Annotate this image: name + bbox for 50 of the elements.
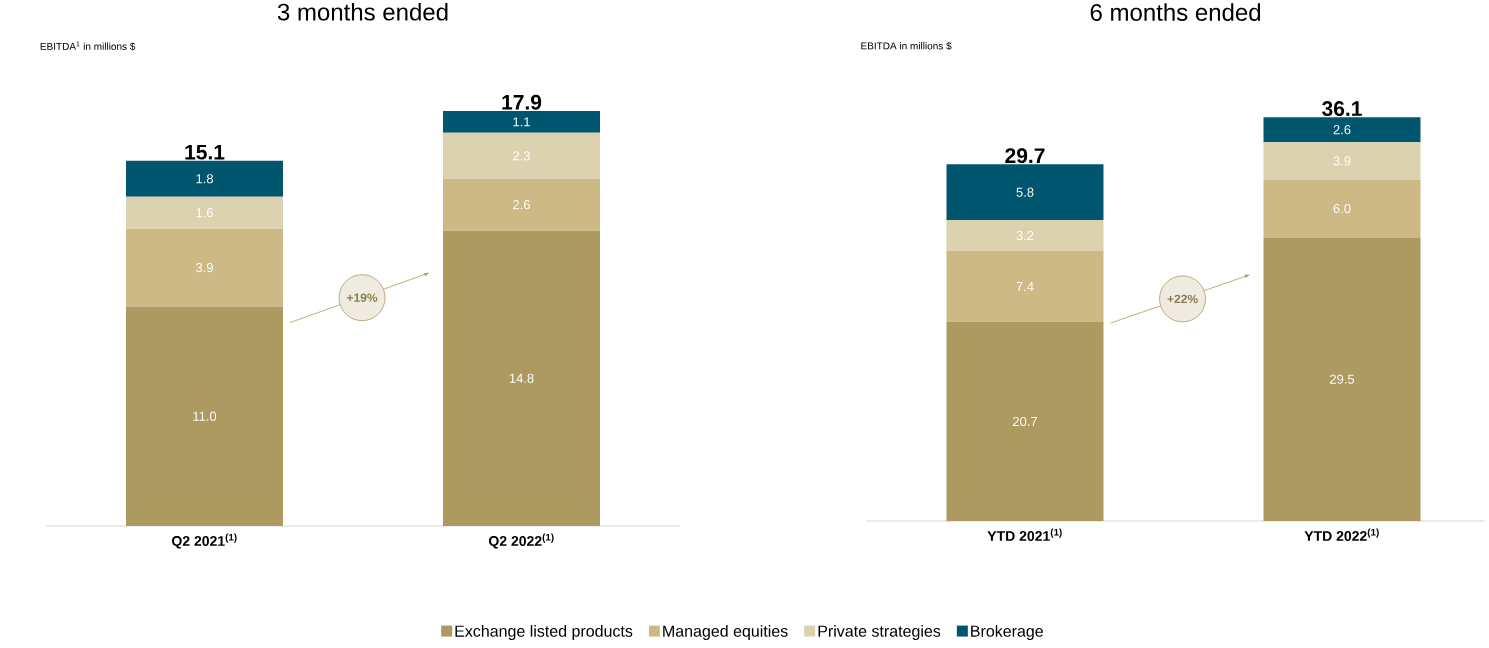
data-label: 3.2: [1016, 230, 1034, 241]
data-label: 2.3: [513, 151, 530, 161]
bar: [126, 306, 284, 526]
bar: [443, 110, 601, 133]
bar: [126, 160, 284, 197]
data-label: 29.5: [1330, 374, 1355, 384]
legend-label: Exchange listed products: [455, 625, 633, 640]
x-tick-label: YTD 2021$^{(1)}$: [987, 528, 1062, 541]
data-label: 1.6: [196, 208, 213, 218]
bar: [443, 132, 601, 179]
x-tick-label: YTD 2022$^{(1)}$: [1304, 528, 1379, 541]
data-label: 6.0: [1333, 203, 1351, 214]
bar: [946, 164, 1104, 221]
legend-label: Private strategies: [818, 625, 941, 640]
data-label: 2.6: [1333, 125, 1351, 135]
y-axis-title: EBITDA in millions $: [861, 41, 952, 51]
data-label: 2.6: [513, 200, 530, 210]
annotation: 29.7: [1005, 148, 1045, 164]
annotation: 17.9: [502, 94, 542, 110]
y-axis-title: EBITDA$^{1}$ in millions $: [40, 41, 136, 51]
chart-title: 6 months ended: [1090, 3, 1261, 21]
bar: [946, 220, 1104, 251]
data-label: 3.9: [1333, 156, 1351, 166]
data-label: 7.4: [1016, 281, 1034, 291]
bar: [1263, 142, 1421, 180]
annotation: 36.1: [1322, 101, 1362, 117]
chart-title: 3 months ended: [277, 2, 448, 21]
data-label: 5.8: [1016, 187, 1034, 197]
bar: [443, 230, 601, 526]
annotation: 15.1: [185, 144, 225, 160]
bar: [946, 321, 1104, 521]
data-label: 11.0: [193, 411, 217, 421]
legend-label: Managed equities: [663, 625, 788, 640]
bar: [1263, 237, 1421, 521]
data-label: 1.8: [196, 174, 213, 184]
annotation: +19%: [347, 293, 378, 302]
bar: [946, 250, 1104, 322]
legend-label: Brokerage: [971, 625, 1043, 640]
bar: [1263, 179, 1421, 238]
annotation: +22%: [1167, 294, 1198, 304]
x-tick-label: Q2 2022$^{(1)}$: [489, 533, 554, 549]
data-label: 3.9: [195, 262, 213, 273]
bar: [126, 196, 284, 229]
data-label: 14.8: [509, 373, 534, 383]
data-label: 20.7: [1013, 416, 1037, 427]
bar: [1263, 117, 1421, 143]
bar: [443, 178, 601, 231]
data-label: 1.1: [513, 117, 530, 127]
bar: [126, 228, 284, 307]
x-tick-label: Q2 2021$^{(1)}$: [172, 533, 237, 549]
